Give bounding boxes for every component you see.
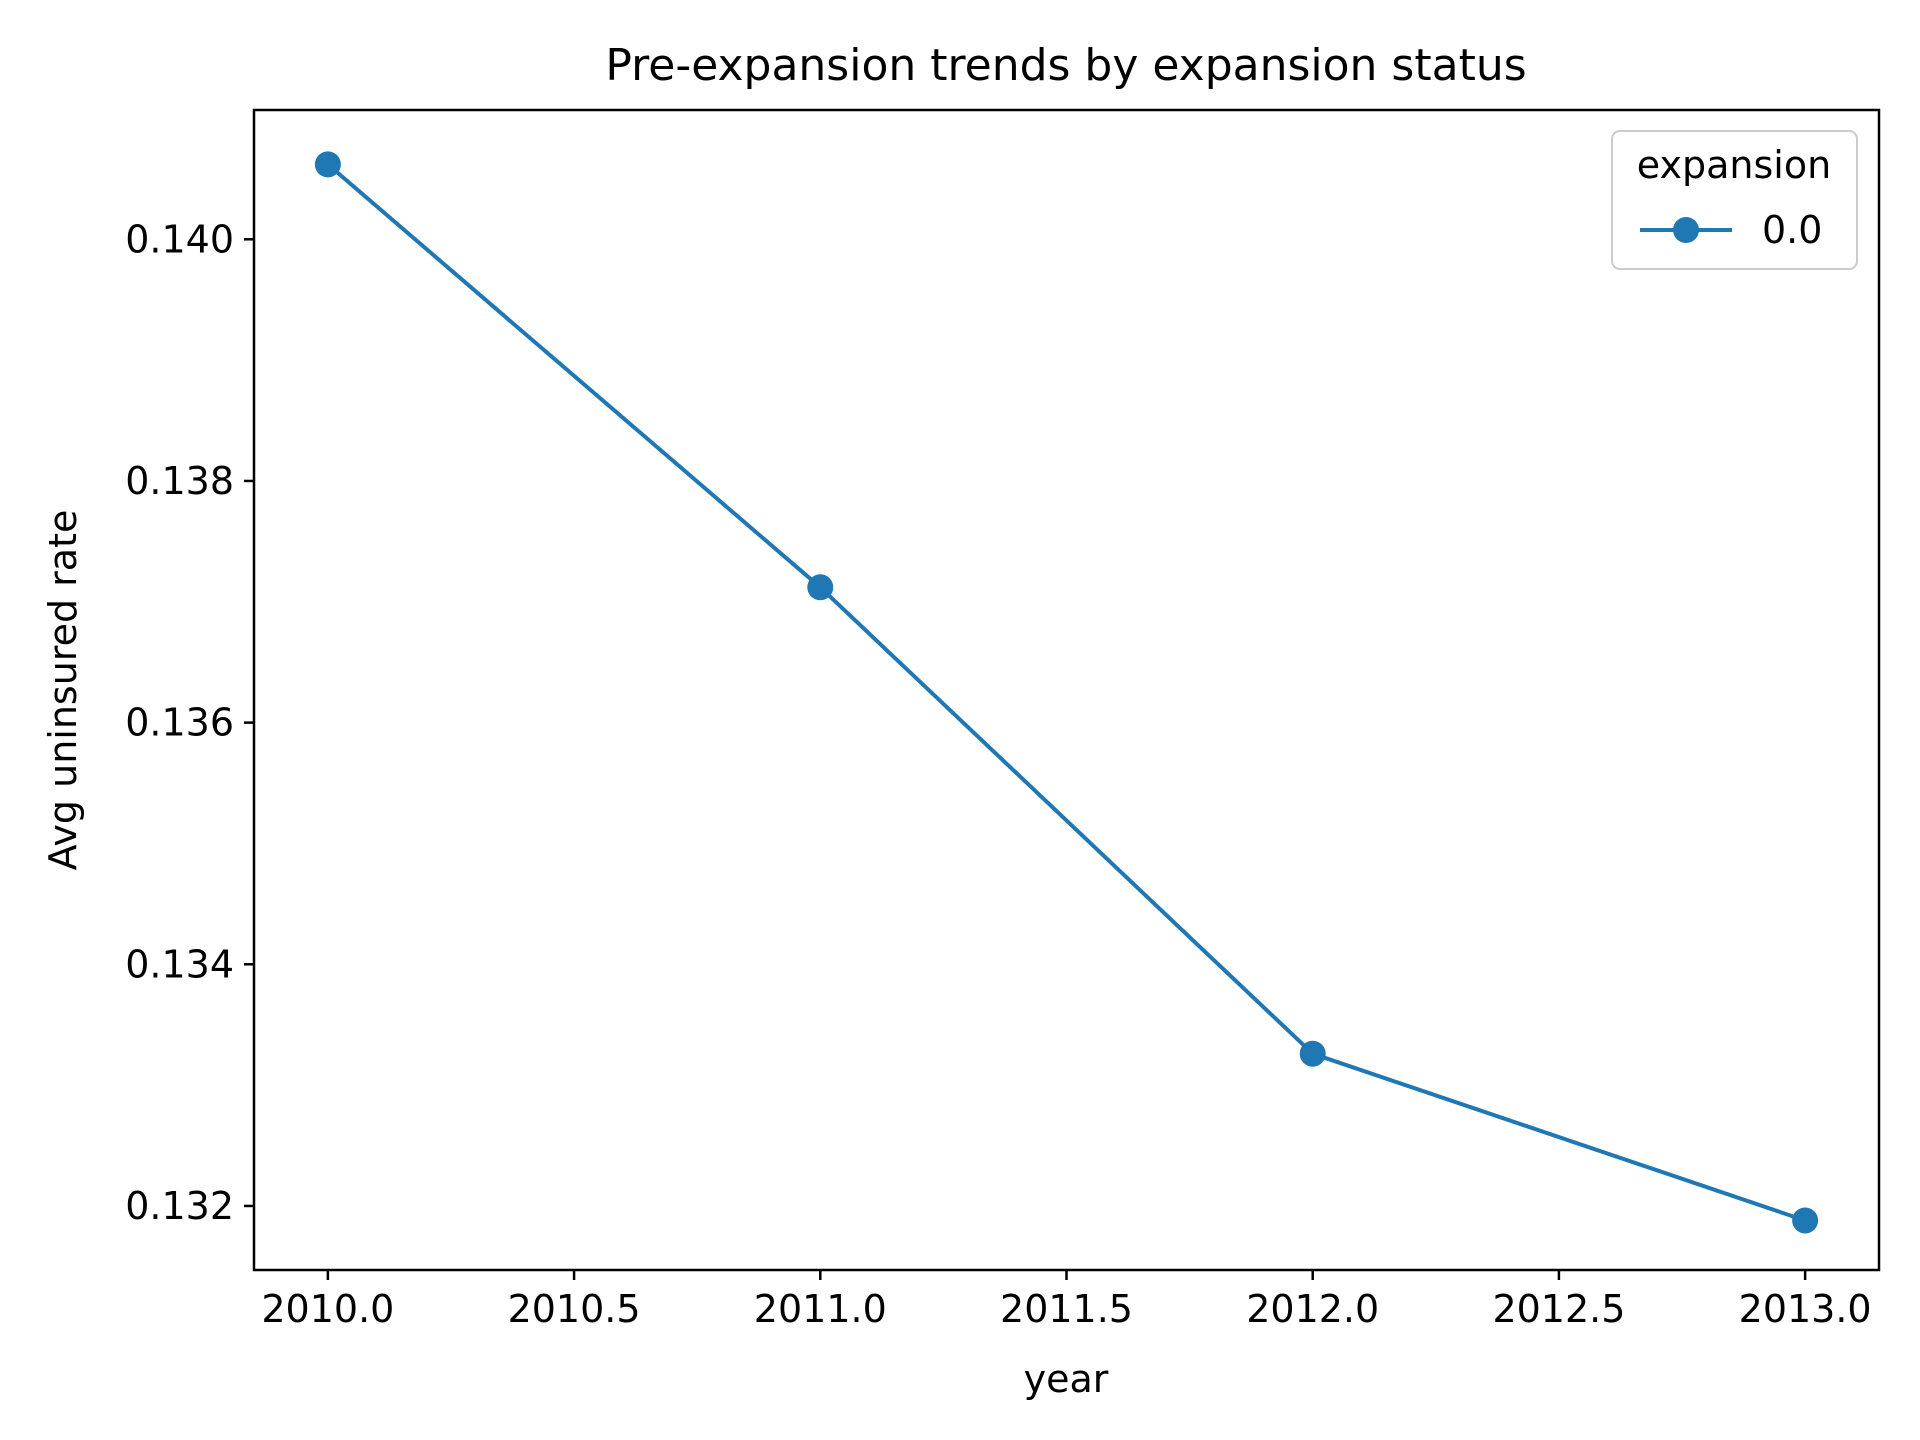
data-point — [807, 574, 834, 601]
x-tick-label: 2010.0 — [261, 1287, 394, 1331]
x-tick-label: 2011.0 — [754, 1287, 887, 1331]
x-axis-label: year — [1024, 1357, 1109, 1401]
legend: expansion 0.0 — [1611, 130, 1858, 270]
legend-title: expansion — [1637, 143, 1831, 187]
y-axis-label: Avg uninsured rate — [41, 510, 85, 871]
series-line — [326, 162, 1806, 1223]
y-tick-label: 0.136 — [125, 701, 234, 745]
y-tick-label: 0.134 — [125, 942, 234, 986]
y-tick-label: 0.140 — [125, 217, 234, 261]
y-tick-label: 0.138 — [125, 459, 234, 503]
x-tick-label: 2012.0 — [1246, 1287, 1379, 1331]
series-layer — [314, 151, 1819, 1234]
legend-series-label: 0.0 — [1762, 208, 1822, 252]
data-point — [1792, 1207, 1819, 1234]
legend-series-marker — [1673, 217, 1699, 243]
x-tick-label: 2010.5 — [508, 1287, 641, 1331]
data-point — [1299, 1040, 1326, 1067]
x-tick-label: 2011.5 — [1000, 1287, 1133, 1331]
data-point — [314, 151, 341, 178]
legend-box — [1611, 130, 1858, 270]
x-tick-label: 2013.0 — [1739, 1287, 1872, 1331]
x-tick-label: 2012.5 — [1492, 1287, 1625, 1331]
y-tick-label: 0.132 — [125, 1184, 234, 1228]
chart-title: Pre-expansion trends by expansion status — [605, 40, 1526, 91]
plot-frame — [252, 108, 1881, 1272]
axis-ticks: 2010.0 2010.5 2011.0 2011.5 2012.0 2012.5 2013… — [125, 217, 1871, 1331]
